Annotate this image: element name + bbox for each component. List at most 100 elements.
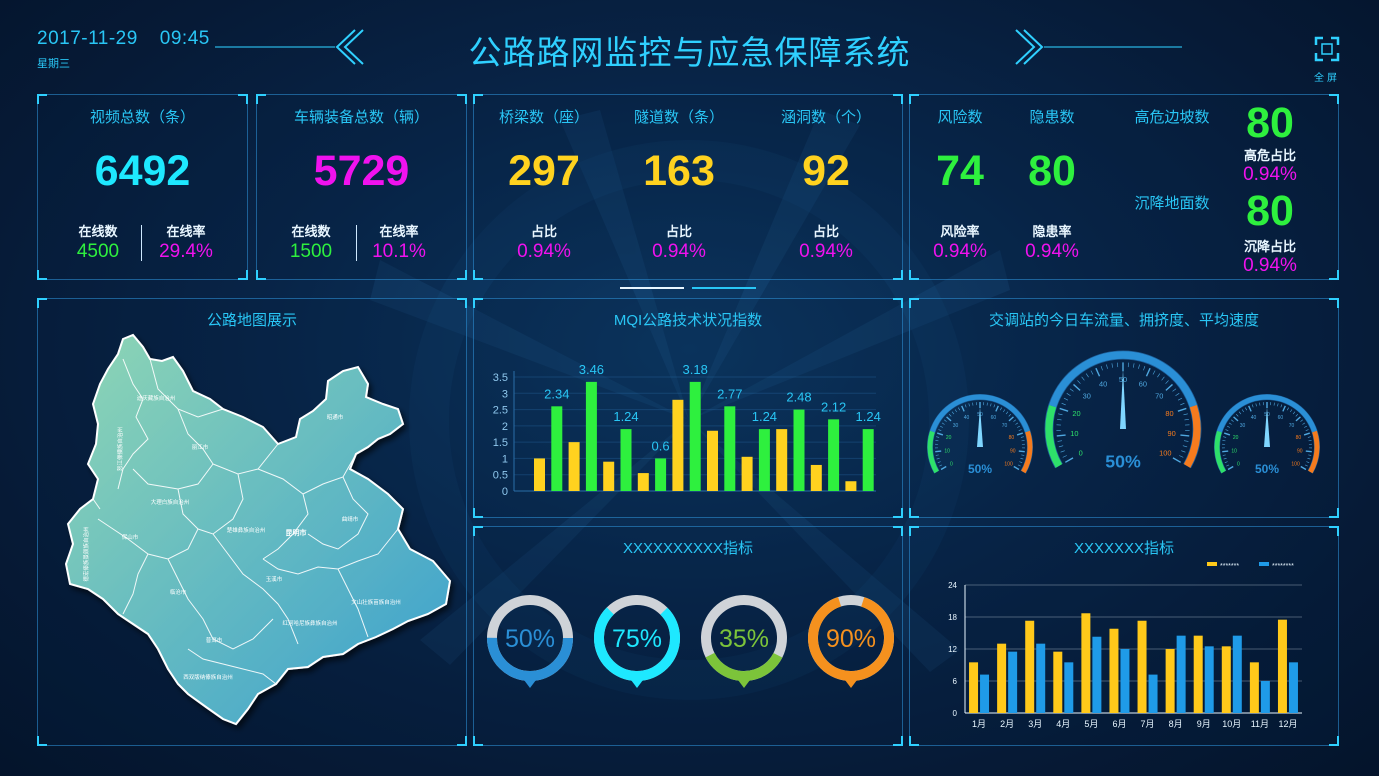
bar bbox=[689, 381, 701, 491]
gauge-tick bbox=[1021, 454, 1025, 456]
gauge-tick bbox=[1306, 461, 1310, 463]
culvert-count-value: 92 bbox=[802, 147, 850, 195]
tunnel-count-label: 隧道数（条） bbox=[633, 109, 724, 126]
gauge-tick bbox=[1064, 457, 1074, 463]
province-outline[interactable] bbox=[64, 333, 452, 726]
ring-pointer bbox=[524, 680, 536, 688]
map-label-puer: 普洱市 bbox=[206, 636, 223, 644]
map-label-lincang: 临沧市 bbox=[170, 588, 187, 596]
video-count-label: 视频总数（条） bbox=[89, 109, 195, 126]
bar bbox=[1081, 613, 1091, 713]
fullscreen-icon bbox=[1314, 36, 1340, 62]
bar bbox=[585, 381, 597, 491]
y-tick-label: 1.5 bbox=[493, 437, 508, 449]
hazard-count-label: 隐患数 bbox=[1029, 109, 1075, 126]
gauge-tick bbox=[999, 407, 1002, 411]
gauge-tick bbox=[1183, 413, 1188, 416]
gauge-tick bbox=[1165, 380, 1169, 384]
gauge-tick bbox=[1292, 411, 1296, 415]
header-date: 2017-11-29 bbox=[37, 28, 138, 49]
gauge-tick bbox=[936, 436, 940, 438]
gauge-tick bbox=[1223, 458, 1227, 460]
bar-value-label: 0.6 bbox=[652, 438, 670, 453]
y-tick-label: 6 bbox=[953, 677, 958, 686]
gauge-tick bbox=[1238, 411, 1242, 415]
gauge-tick bbox=[951, 411, 955, 415]
y-tick-label: 1 bbox=[502, 453, 508, 465]
gauge-tick bbox=[954, 409, 958, 413]
vehicle-rate-label: 在线率 bbox=[379, 224, 419, 239]
y-tick-label: 2 bbox=[502, 421, 508, 433]
gauge-tick-label: 30 bbox=[953, 423, 959, 429]
gauge-tick bbox=[1018, 450, 1025, 453]
vehicle-stat-panel: 车辆装备总数（辆） 5729 在线数 1500 在线率 10.1% bbox=[256, 94, 467, 280]
gauge-tick bbox=[1273, 402, 1275, 406]
bar bbox=[637, 473, 649, 491]
map-label-xishuangbanna: 西双版纳傣族自治州 bbox=[183, 673, 233, 681]
province-map[interactable]: 迪庆藏族自治州 丽江市 怒江傈僳族自治州 大理白族自治州 保山市 德宏傣族景颇族… bbox=[38, 299, 468, 747]
map-label-wenshan: 文山壮族苗族自治州 bbox=[351, 598, 401, 606]
gauge-tick bbox=[1286, 407, 1289, 411]
gauge-tick bbox=[1073, 383, 1081, 391]
bar bbox=[862, 429, 874, 491]
gauge-tick-label: 80 bbox=[1165, 409, 1173, 418]
gauge-tick bbox=[1018, 429, 1022, 432]
y-tick-label: 2.5 bbox=[493, 405, 508, 417]
gauge-tick-label: 20 bbox=[1233, 435, 1239, 441]
gauge-tick-label: 100 bbox=[1291, 462, 1300, 468]
y-tick-label: 0 bbox=[953, 709, 958, 718]
gauge-tick bbox=[1008, 416, 1014, 422]
bar-value-label: 1.24 bbox=[856, 409, 881, 424]
gauge-tick bbox=[1307, 458, 1311, 460]
gauge-tick bbox=[1251, 404, 1254, 408]
bar bbox=[1025, 620, 1035, 713]
x-tick-label: 7月 bbox=[1141, 719, 1155, 729]
bar bbox=[1288, 662, 1298, 713]
fullscreen-label: 全屏 bbox=[1314, 73, 1340, 84]
gauge-tick bbox=[939, 425, 943, 428]
video-rate-value: 29.4% bbox=[159, 241, 213, 262]
x-tick-label: 2月 bbox=[1000, 719, 1014, 729]
gauge-tick bbox=[1172, 457, 1182, 463]
gauge-tick bbox=[948, 413, 952, 417]
header-time: 09:45 bbox=[159, 28, 210, 49]
gauge-tick bbox=[941, 422, 945, 425]
gauge-tick bbox=[1302, 422, 1306, 425]
gauge-tick bbox=[1300, 419, 1304, 422]
gauge-tick-label: 90 bbox=[1010, 448, 1016, 454]
gauge-tick bbox=[1015, 422, 1019, 425]
gauge-tick bbox=[1305, 429, 1309, 432]
page-indicator[interactable] bbox=[692, 287, 756, 289]
gauge-tick bbox=[1157, 373, 1161, 378]
gauge-tick-label: 0 bbox=[950, 462, 953, 468]
gauge-tick bbox=[1061, 402, 1066, 406]
x-tick-label: 8月 bbox=[1169, 719, 1183, 729]
map-label-kunming: 昆明市 bbox=[286, 528, 307, 537]
y-tick-label: 3.5 bbox=[493, 372, 508, 384]
map-label-diqing: 迪庆藏族自治州 bbox=[137, 394, 176, 402]
slope-count-value: 80 bbox=[1246, 99, 1294, 147]
risk-rate-value: 0.94% bbox=[933, 241, 987, 262]
map-label-zhaotong: 昭通市 bbox=[327, 413, 344, 421]
bar bbox=[1137, 620, 1147, 713]
hazard-count-value: 80 bbox=[1028, 147, 1076, 195]
gauge-tick bbox=[1248, 405, 1252, 412]
gauge-tick bbox=[1005, 411, 1009, 415]
y-tick-label: 12 bbox=[948, 645, 957, 654]
gauge-tick bbox=[1056, 434, 1066, 437]
gauge-tick bbox=[1058, 413, 1063, 416]
fullscreen-button[interactable]: 全屏 bbox=[1312, 36, 1342, 84]
gauge-tick bbox=[1304, 464, 1308, 467]
gauge-mid-band bbox=[930, 394, 1030, 433]
bar bbox=[969, 662, 979, 713]
subsidence-count-label: 沉降地面数 bbox=[1134, 195, 1210, 212]
gauge-tick bbox=[1100, 366, 1103, 371]
bar-value-label: 1.24 bbox=[752, 409, 777, 424]
gauge-tick bbox=[936, 432, 944, 436]
culvert-ratio-value: 0.94% bbox=[799, 241, 853, 262]
bar bbox=[980, 674, 990, 713]
page-indicator-active[interactable] bbox=[620, 287, 684, 289]
ring-progress bbox=[487, 595, 573, 681]
bar bbox=[741, 456, 753, 491]
mqi-panel-title: MQI公路技术状况指数 bbox=[613, 312, 763, 329]
